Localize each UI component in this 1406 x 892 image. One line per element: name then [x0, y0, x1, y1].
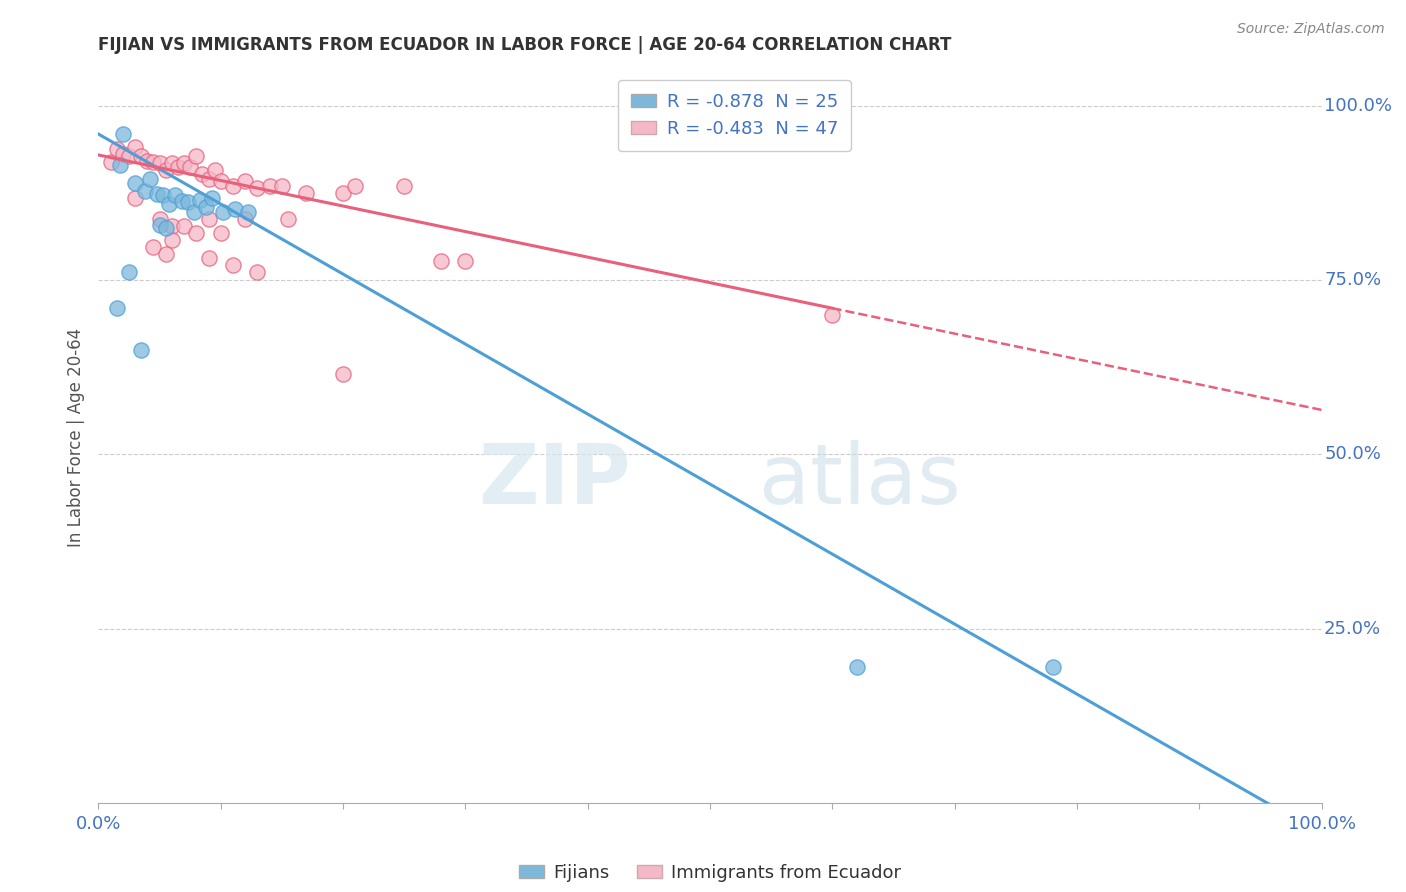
Point	[332, 186, 354, 200]
Point	[142, 240, 165, 254]
Point	[142, 155, 165, 169]
Point	[212, 205, 235, 219]
Point	[233, 174, 256, 188]
Text: atlas: atlas	[759, 441, 960, 522]
Point	[124, 191, 146, 205]
Point	[186, 226, 208, 240]
Point	[129, 149, 152, 163]
Point	[197, 171, 219, 186]
Point	[165, 188, 187, 202]
Point	[173, 156, 195, 170]
Point	[139, 171, 162, 186]
Point	[124, 176, 146, 190]
Point	[177, 195, 200, 210]
Legend: Fijians, Immigrants from Ecuador: Fijians, Immigrants from Ecuador	[512, 856, 908, 888]
Text: 75.0%: 75.0%	[1324, 271, 1381, 289]
Point	[430, 253, 453, 268]
Point	[344, 178, 367, 193]
Point	[392, 178, 416, 193]
Point	[157, 196, 180, 211]
Point	[183, 205, 205, 219]
Point	[173, 219, 195, 233]
Point	[100, 155, 122, 169]
Point	[160, 233, 183, 247]
Point	[209, 174, 232, 188]
Point	[152, 188, 174, 202]
Text: Source: ZipAtlas.com: Source: ZipAtlas.com	[1237, 22, 1385, 37]
Point	[821, 308, 844, 322]
Point	[118, 149, 141, 163]
Point	[1042, 660, 1064, 674]
Text: 100.0%: 100.0%	[1324, 97, 1392, 115]
Point	[186, 149, 208, 163]
Point	[188, 193, 211, 207]
Point	[111, 127, 134, 141]
Point	[167, 161, 190, 175]
Point	[270, 178, 294, 193]
Point	[454, 253, 477, 268]
Point	[170, 194, 193, 208]
Y-axis label: In Labor Force | Age 20-64: In Labor Force | Age 20-64	[66, 327, 84, 547]
Point	[204, 163, 226, 178]
Point	[197, 251, 219, 265]
Point	[110, 158, 132, 172]
Point	[209, 226, 232, 240]
Point	[155, 163, 177, 178]
Point	[136, 153, 159, 168]
Point	[845, 660, 868, 674]
Point	[222, 178, 245, 193]
Point	[149, 156, 172, 170]
Point	[246, 181, 269, 195]
Point	[195, 200, 218, 214]
Point	[134, 184, 156, 198]
Point	[155, 247, 177, 261]
Point	[129, 343, 152, 357]
Point	[224, 202, 246, 217]
Point	[246, 265, 269, 279]
Text: 50.0%: 50.0%	[1324, 445, 1381, 464]
Point	[160, 156, 183, 170]
Point	[222, 258, 245, 272]
Point	[105, 301, 128, 316]
Point	[191, 168, 214, 182]
Point	[259, 178, 281, 193]
Point	[111, 146, 134, 161]
Point	[295, 186, 318, 200]
Point	[201, 191, 224, 205]
Point	[105, 142, 128, 156]
Point	[118, 265, 141, 279]
Text: FIJIAN VS IMMIGRANTS FROM ECUADOR IN LABOR FORCE | AGE 20-64 CORRELATION CHART: FIJIAN VS IMMIGRANTS FROM ECUADOR IN LAB…	[98, 36, 952, 54]
Text: 25.0%: 25.0%	[1324, 620, 1381, 638]
Point	[197, 212, 219, 227]
Point	[149, 218, 172, 232]
Point	[233, 212, 256, 227]
Point	[332, 368, 354, 382]
Point	[277, 212, 299, 227]
Point	[146, 186, 169, 201]
Point	[160, 219, 183, 233]
Text: ZIP: ZIP	[478, 441, 630, 522]
Point	[149, 212, 172, 227]
Point	[236, 205, 259, 219]
Point	[179, 161, 201, 175]
Point	[124, 139, 146, 153]
Point	[155, 221, 177, 235]
